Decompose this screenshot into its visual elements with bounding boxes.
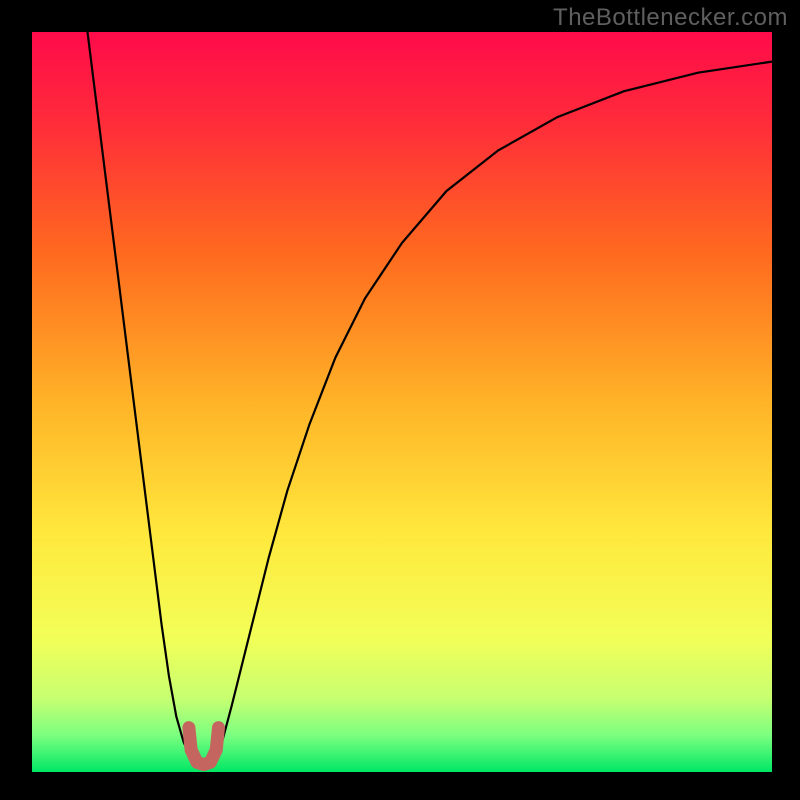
plot-background [32, 32, 772, 772]
watermark-text: TheBottlenecker.com [553, 4, 788, 32]
bottleneck-chart [0, 0, 800, 800]
chart-container: TheBottlenecker.com [0, 0, 800, 800]
